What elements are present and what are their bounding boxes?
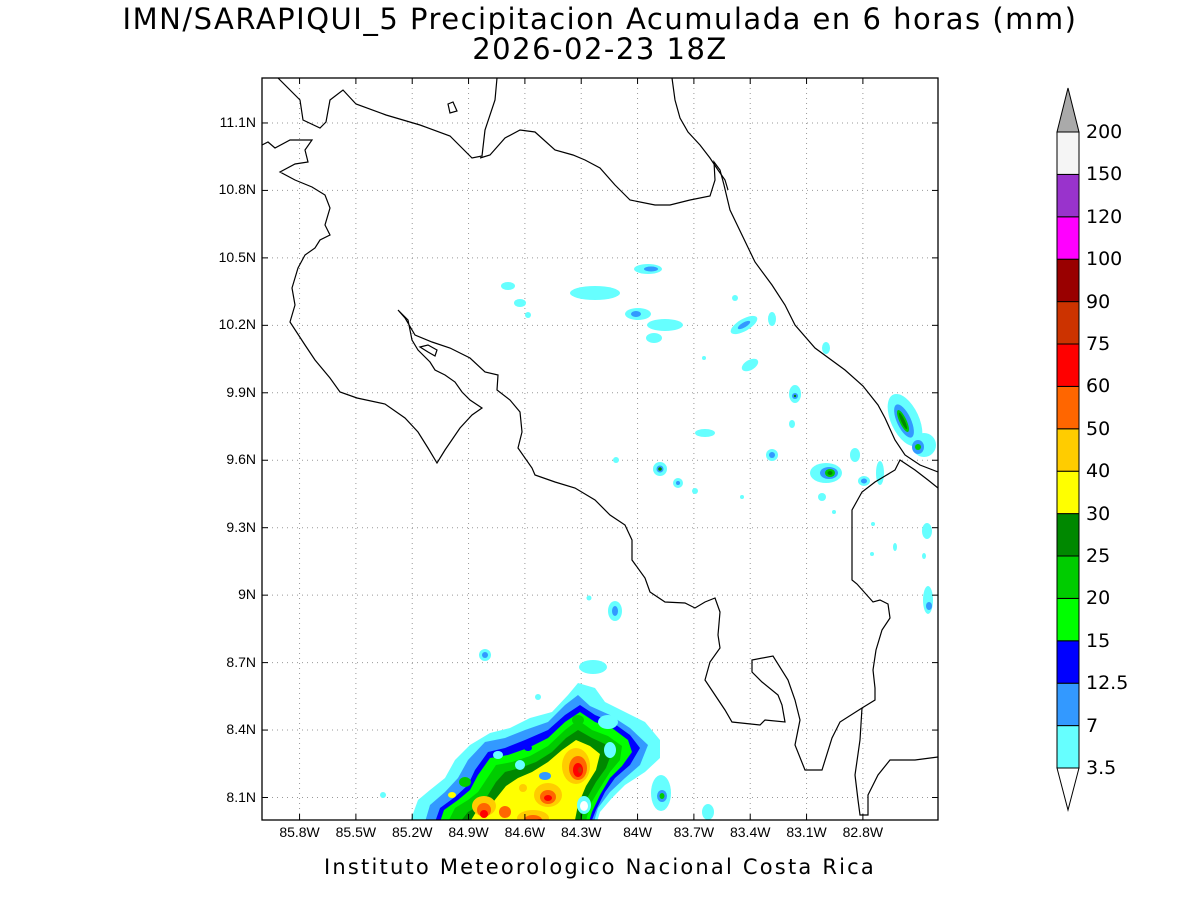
caribbean-coast: [479, 129, 938, 473]
coastlines-and-borders: [262, 78, 938, 816]
lon-tick-label: 84.9W: [448, 824, 489, 840]
colorbar-level-label: 60: [1086, 375, 1111, 398]
colorbar-level-label: 120: [1086, 205, 1123, 228]
colorbar-level-label: 90: [1086, 290, 1111, 313]
colorbar-level-label: 200: [1086, 121, 1123, 143]
lon-tick-label: 84.3W: [560, 824, 602, 840]
map-frame: [261, 77, 939, 821]
colorbar-swatch: [1056, 428, 1080, 472]
nicaragua-lake-shore: [277, 78, 498, 159]
colorbar-level-label: 40: [1086, 460, 1111, 483]
map-gridlines: [262, 78, 938, 820]
lat-tick-label: 9.9N: [226, 383, 256, 400]
colorbar-swatch: [1056, 640, 1080, 684]
colorbar-level-label: 150: [1086, 163, 1123, 186]
colorbar-swatch: [1056, 513, 1080, 557]
colorbar-swatch: [1056, 385, 1080, 430]
colorbar-level-label: 25: [1086, 545, 1111, 567]
colorbar-level-label: 100: [1086, 248, 1123, 271]
lat-tick-label: 9.6N: [226, 451, 256, 468]
lat-tick-label: 10.5N: [218, 248, 256, 265]
lon-tick-label: 84.6W: [504, 824, 546, 840]
colorbar-level-label: 20: [1086, 587, 1111, 610]
lat-tick-label: 9.3N: [226, 518, 256, 535]
panama-border: [854, 707, 938, 816]
colorbar-swatch: [1056, 682, 1080, 727]
lat-tick-label: 8.4N: [226, 721, 256, 738]
san-juan-river: [671, 78, 729, 191]
footer-credit: Instituto Meteorologico Nacional Costa R…: [324, 855, 876, 879]
lat-tick-label: 8.7N: [226, 653, 256, 670]
map-valid-time: 2026-02-23 18Z: [472, 32, 728, 66]
colorbar-level-label: 15: [1086, 629, 1111, 652]
colorbar-swatch: [1056, 301, 1080, 345]
colorbar-level-label: 3.5: [1086, 757, 1117, 779]
precip-cells-north: [501, 264, 830, 372]
lat-tick-label: 8.1N: [226, 788, 256, 805]
lat-tick-label: 9N: [238, 586, 256, 603]
lon-tick-label: 85.5W: [335, 824, 377, 840]
lon-tick-label: 82.8W: [842, 824, 884, 840]
lat-tick-label: 10.2N: [218, 316, 256, 333]
precip-cluster-osa: [410, 683, 660, 820]
axis-ticks: [262, 78, 938, 820]
lat-tick-label: 10.8N: [218, 181, 256, 198]
colorbar-swatch: [1056, 597, 1080, 642]
lon-tick-label: 83.7W: [673, 824, 715, 840]
colorbar-level-label: 12.5: [1086, 672, 1129, 695]
colorbar-over-triangle: [1056, 87, 1080, 133]
lon-tick-label: 84W: [623, 824, 652, 840]
lon-tick-label: 83.1W: [786, 824, 827, 840]
lake-island: [447, 101, 458, 114]
colorbar-level-label: 7: [1086, 714, 1099, 737]
gulf-island: [418, 344, 438, 357]
colorbar-swatch: [1056, 725, 1080, 769]
colorbar-level-label: 75: [1086, 333, 1111, 355]
colorbar-level-label: 50: [1086, 417, 1111, 440]
lon-tick-label: 85.2W: [391, 824, 433, 840]
colorbar-swatch: [1056, 555, 1080, 599]
lon-tick-label: 83.4W: [729, 824, 771, 840]
precip-cells-pacific: [380, 595, 714, 820]
map-title: IMN/SARAPIQUI_5 Precipitacion Acumulada …: [122, 2, 1078, 36]
lat-tick-label: 11.1N: [219, 113, 256, 130]
colorbar-swatch: [1056, 343, 1080, 387]
lon-tick-label: 85.8W: [279, 824, 320, 840]
precipitation-field: [380, 264, 936, 820]
colorbar-swatch: [1056, 470, 1080, 515]
colorbar-under-triangle: [1056, 767, 1080, 812]
colorbar-swatch: [1056, 131, 1080, 175]
precip-cells-caribbean: [613, 385, 936, 614]
colorbar-level-label: 30: [1086, 502, 1111, 525]
colorbar-swatch: [1056, 258, 1080, 303]
colorbar-swatch: [1056, 216, 1080, 260]
colorbar-swatch: [1056, 173, 1080, 218]
pacific-coast-north: [262, 139, 938, 771]
